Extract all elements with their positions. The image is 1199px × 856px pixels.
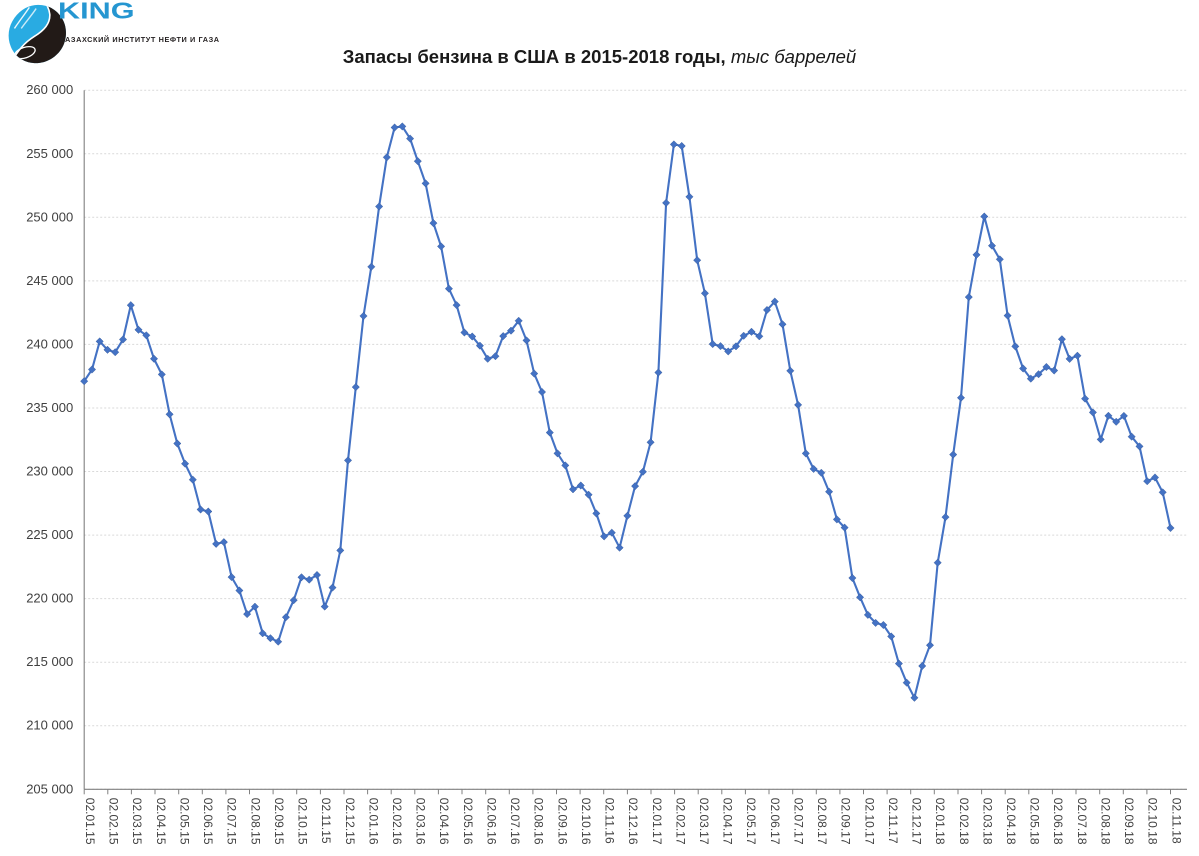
svg-text:02.05.17: 02.05.17 (744, 798, 758, 845)
svg-text:225 000: 225 000 (26, 527, 73, 542)
svg-text:02.04.18: 02.04.18 (1004, 798, 1018, 845)
svg-text:02.01.18: 02.01.18 (933, 798, 947, 845)
svg-text:02.07.16: 02.07.16 (508, 798, 522, 845)
svg-text:02.10.15: 02.10.15 (296, 798, 310, 845)
svg-text:215 000: 215 000 (26, 654, 73, 669)
svg-text:02.09.16: 02.09.16 (555, 798, 569, 845)
svg-text:02.04.16: 02.04.16 (437, 798, 451, 845)
svg-text:220 000: 220 000 (26, 591, 73, 606)
svg-text:02.03.17: 02.03.17 (697, 798, 711, 845)
svg-text:02.09.15: 02.09.15 (272, 798, 286, 845)
svg-text:02.11.16: 02.11.16 (603, 798, 617, 844)
svg-text:230 000: 230 000 (26, 464, 73, 479)
svg-text:260 000: 260 000 (26, 82, 73, 97)
svg-text:02.07.15: 02.07.15 (225, 798, 239, 845)
svg-text:02.11.17: 02.11.17 (886, 798, 900, 844)
svg-text:02.04.15: 02.04.15 (154, 798, 168, 845)
svg-text:02.02.15: 02.02.15 (107, 798, 121, 845)
svg-text:205 000: 205 000 (26, 781, 73, 796)
svg-text:02.06.18: 02.06.18 (1051, 798, 1065, 845)
svg-text:02.11.15: 02.11.15 (319, 798, 333, 844)
svg-text:245 000: 245 000 (26, 273, 73, 288)
svg-text:02.09.17: 02.09.17 (839, 798, 853, 845)
svg-text:02.01.15: 02.01.15 (83, 798, 97, 845)
svg-text:02.04.17: 02.04.17 (721, 798, 735, 845)
svg-text:02.02.17: 02.02.17 (673, 798, 687, 845)
svg-text:235 000: 235 000 (26, 400, 73, 415)
svg-text:210 000: 210 000 (26, 718, 73, 733)
svg-text:02.05.16: 02.05.16 (461, 798, 475, 845)
svg-text:02.02.16: 02.02.16 (390, 798, 404, 845)
svg-text:02.05.18: 02.05.18 (1028, 798, 1042, 845)
svg-text:02.06.17: 02.06.17 (768, 798, 782, 845)
svg-text:02.08.17: 02.08.17 (815, 798, 829, 845)
svg-text:02.07.17: 02.07.17 (792, 798, 806, 845)
svg-text:02.03.18: 02.03.18 (980, 798, 994, 845)
svg-text:02.08.18: 02.08.18 (1099, 798, 1113, 845)
svg-text:02.06.16: 02.06.16 (485, 798, 499, 845)
svg-text:02.09.18: 02.09.18 (1122, 798, 1136, 845)
svg-text:02.06.15: 02.06.15 (201, 798, 215, 845)
svg-text:02.03.16: 02.03.16 (414, 798, 428, 845)
svg-text:02.11.18: 02.11.18 (1169, 798, 1183, 844)
svg-text:02.10.17: 02.10.17 (862, 798, 876, 845)
svg-text:02.10.16: 02.10.16 (579, 798, 593, 845)
svg-text:02.07.18: 02.07.18 (1075, 798, 1089, 845)
svg-text:02.02.18: 02.02.18 (957, 798, 971, 845)
svg-text:240 000: 240 000 (26, 336, 73, 351)
svg-text:02.08.15: 02.08.15 (248, 798, 262, 845)
svg-text:250 000: 250 000 (26, 209, 73, 224)
svg-text:02.05.15: 02.05.15 (178, 798, 192, 845)
svg-text:02.12.15: 02.12.15 (343, 798, 357, 845)
svg-text:02.12.16: 02.12.16 (626, 798, 640, 845)
svg-text:02.01.17: 02.01.17 (650, 798, 664, 845)
svg-text:02.01.16: 02.01.16 (366, 798, 380, 845)
svg-text:02.12.17: 02.12.17 (910, 798, 924, 845)
svg-text:02.08.16: 02.08.16 (532, 798, 546, 845)
svg-text:02.03.15: 02.03.15 (130, 798, 144, 845)
svg-text:255 000: 255 000 (26, 146, 73, 161)
svg-text:02.10.18: 02.10.18 (1146, 798, 1160, 845)
